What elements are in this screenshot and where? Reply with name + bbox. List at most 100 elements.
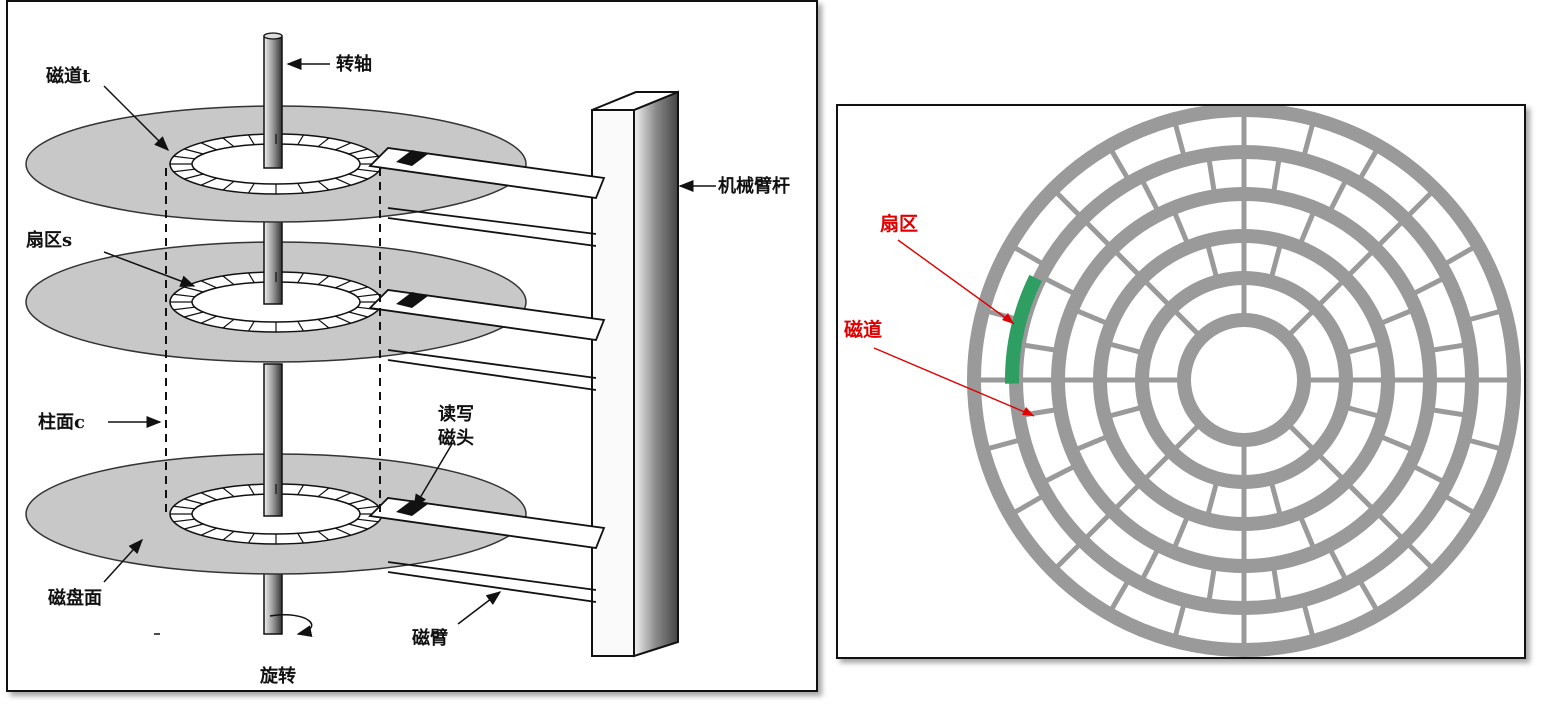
sector-tick — [317, 530, 330, 541]
sector-divider — [1039, 274, 1080, 298]
tracks-sectors-diagram: 扇区 磁道 — [844, 106, 1521, 657]
sector-tick — [173, 518, 195, 523]
sector-tick — [297, 272, 304, 283]
disk-structure-diagram: 转轴 磁道t 机械臂杆 扇区s 柱面c 读写 磁头 磁盘面 磁臂 旋转 — [25, 32, 790, 687]
sector-tick — [297, 533, 304, 544]
sector-ticks — [170, 134, 382, 544]
sector-label: 扇区s — [26, 229, 72, 251]
sector-divider — [1140, 450, 1174, 484]
sector-divider — [1314, 450, 1348, 484]
sector-divider — [1440, 491, 1480, 518]
sector-tick — [335, 177, 352, 186]
platter-surface-label: 磁盘面 — [48, 587, 102, 609]
sector-tick — [248, 183, 255, 194]
sector-divider — [1081, 509, 1115, 543]
sector-tick — [184, 148, 204, 155]
sector-tick — [222, 530, 235, 541]
sector-divider — [1081, 217, 1115, 251]
sector-tick — [248, 321, 255, 332]
sector-divider — [1267, 240, 1284, 283]
sector-tick — [173, 306, 195, 311]
sector-divider — [1171, 118, 1188, 161]
sector-tick — [173, 155, 195, 160]
sector-divider — [1110, 246, 1144, 280]
cylinder-label: 柱面c — [38, 411, 85, 433]
sector-tick — [317, 275, 330, 286]
sector-divider — [1170, 512, 1192, 553]
sector-divider — [1355, 576, 1382, 616]
sector-tick — [357, 505, 379, 510]
sector-divider — [1463, 436, 1506, 453]
sector-divider — [1267, 477, 1284, 520]
sector-tick — [317, 180, 330, 191]
sector-label-red: 扇区 — [880, 212, 918, 235]
sector-divider — [1326, 175, 1350, 216]
sector-divider — [1300, 599, 1317, 642]
arm-leader — [457, 591, 502, 625]
sector-divider — [1106, 144, 1133, 184]
sector-divider — [1344, 246, 1378, 280]
sector-divider — [1138, 175, 1162, 216]
sector-tick — [335, 315, 352, 324]
sector-divider — [1270, 563, 1283, 606]
sector-tick — [335, 527, 352, 536]
sector-divider — [1341, 340, 1384, 357]
sector-tick — [173, 505, 195, 510]
sector-tick — [297, 134, 304, 145]
sector-tick — [297, 183, 304, 194]
spindle-mid1 — [263, 211, 283, 305]
sector-tick — [348, 173, 368, 180]
sector-tick — [335, 142, 352, 151]
sector-tick — [317, 137, 330, 148]
rw-head-leader — [413, 443, 453, 510]
sector-tick — [348, 523, 368, 530]
sector-tick — [184, 173, 204, 180]
sector-divider — [1170, 306, 1204, 340]
track-ring — [1177, 313, 1311, 447]
rotation-arrow — [269, 614, 313, 638]
sector-divider — [1463, 307, 1506, 324]
sector-tick — [317, 318, 330, 329]
sector-divider — [1008, 242, 1048, 269]
spindle-mid2 — [263, 363, 283, 517]
sector-tick — [248, 533, 255, 544]
sector-divider — [982, 436, 1025, 453]
sector-tick — [348, 498, 368, 505]
sector-divider — [1344, 480, 1378, 514]
sector-tick — [222, 487, 235, 498]
arm-label: 磁臂 — [412, 627, 448, 649]
sector-divider — [1170, 207, 1192, 248]
disk-structure-panel: 转轴 磁道t 机械臂杆 扇区s 柱面c 读写 磁头 磁盘面 磁臂 旋转 — [6, 0, 818, 692]
sector-tick — [222, 137, 235, 148]
sector-divider — [1300, 118, 1317, 161]
sector-divider — [1110, 480, 1144, 514]
sector-tick — [173, 293, 195, 298]
platter-surface-leader — [103, 538, 144, 583]
sector-divider — [1171, 599, 1188, 642]
sector-divider — [1205, 563, 1218, 606]
sector-divider — [1071, 432, 1112, 454]
sector-leader — [103, 251, 196, 287]
sector-tick — [357, 518, 379, 523]
sector-tick — [348, 148, 368, 155]
sector-tick — [173, 168, 195, 173]
sector-divider — [1051, 187, 1085, 221]
sector-annotation-arrow — [897, 239, 1015, 325]
track-leader — [103, 85, 170, 152]
sector-divider — [1204, 477, 1221, 520]
track-arrowhead — [1022, 407, 1034, 416]
track-label: 磁道t — [46, 65, 91, 87]
arm-rod-label: 机械臂杆 — [718, 175, 790, 197]
sector-tick — [248, 134, 255, 145]
sector-divider — [1104, 340, 1147, 357]
sector-divider — [1376, 432, 1417, 454]
sector-tick — [200, 280, 217, 289]
sector-divider — [1270, 154, 1283, 197]
sector-divider — [1408, 462, 1449, 486]
sector-divider — [1204, 240, 1221, 283]
sector-divider — [1140, 276, 1174, 310]
sector-divider — [1170, 420, 1204, 454]
sector-divider — [1008, 491, 1048, 518]
sector-divider — [1205, 154, 1218, 197]
arm-3 — [368, 497, 606, 603]
